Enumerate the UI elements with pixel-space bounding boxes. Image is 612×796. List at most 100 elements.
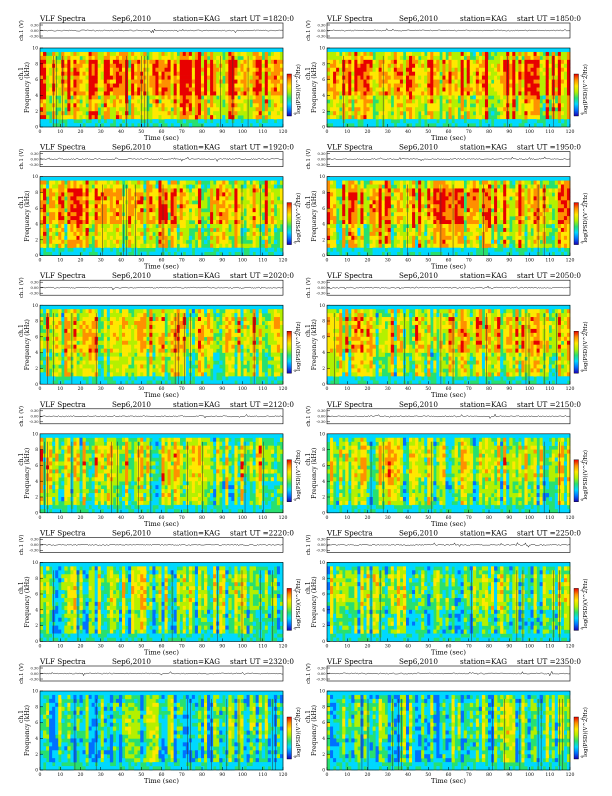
spectrogram-cell — [89, 52, 92, 56]
spectrogram-cell — [158, 181, 161, 185]
spectrogram-cell — [373, 123, 376, 127]
spectrogram-cell — [158, 177, 161, 181]
spectrogram-cell — [207, 48, 210, 52]
spectrogram-cell — [67, 64, 70, 68]
spectrogram-cell — [113, 84, 116, 88]
spectrogram-cell — [52, 224, 55, 228]
spectrogram-cell — [265, 76, 268, 80]
spectrogram-cell — [219, 224, 222, 228]
spectrogram-cell — [49, 204, 52, 208]
spectrogram-cell — [421, 115, 424, 119]
spectrogram-cell — [473, 48, 476, 52]
spectrogram-cell — [43, 68, 46, 72]
spectrogram-cell — [546, 52, 549, 56]
spectrogram-cell — [330, 212, 333, 216]
spectrogram-cell — [70, 200, 73, 204]
spectrogram-cell — [228, 60, 231, 64]
spectrogram-cell — [259, 72, 262, 76]
spectrogram-cell — [64, 228, 67, 232]
spectrogram-cell — [409, 228, 412, 232]
spectrogram-cell — [467, 56, 470, 60]
spectrogram-cell — [61, 208, 64, 212]
spectrogram-cell — [92, 48, 95, 52]
spectrogram-cell — [445, 48, 448, 52]
spectrogram-cell — [277, 212, 280, 216]
spectrogram-cell — [168, 204, 171, 208]
spectrogram-cell — [253, 68, 256, 72]
spectrogram-cell — [70, 52, 73, 56]
spectrogram-cell — [137, 236, 140, 240]
spectrogram-cell — [360, 56, 363, 60]
spectrogram-cell — [158, 236, 161, 240]
spectrogram-cell — [418, 52, 421, 56]
spectrogram-cell — [271, 123, 274, 127]
spectrogram-cell — [540, 88, 543, 92]
spectrogram-cell — [370, 64, 373, 68]
spectrogram-cell — [265, 52, 268, 56]
spectrogram-cell — [518, 91, 521, 95]
spectrogram-cell — [391, 196, 394, 200]
spectrogram-cell — [43, 60, 46, 64]
spectrogram-cell — [274, 52, 277, 56]
spectrogram-cell — [89, 99, 92, 103]
spectrogram-cell — [277, 99, 280, 103]
spectrogram-cell — [363, 177, 366, 181]
spectrogram-cell — [379, 192, 382, 196]
spectrogram-cell — [204, 204, 207, 208]
spectrogram-cell — [268, 48, 271, 52]
spectrogram-cell — [406, 68, 409, 72]
spectrogram-cell — [73, 181, 76, 185]
spectrogram-cell — [342, 232, 345, 236]
spectrogram-cell — [333, 177, 336, 181]
spectrogram-cell — [473, 76, 476, 80]
spectrogram-cell — [452, 72, 455, 76]
spectrogram-cell — [534, 48, 537, 52]
spectrogram-cell — [403, 236, 406, 240]
spectrogram-cell — [357, 177, 360, 181]
spectrogram-cell — [247, 177, 250, 181]
spectrogram-cell — [348, 52, 351, 56]
spectrogram-cell — [216, 56, 219, 60]
spectrogram-cell — [107, 196, 110, 200]
spectrogram-cell — [336, 60, 339, 64]
spectrogram-cell — [259, 52, 262, 56]
spectrogram-cell — [256, 181, 259, 185]
spectrogram-cell — [210, 188, 213, 192]
spectrogram-cell — [555, 60, 558, 64]
spectrogram-cell — [171, 248, 174, 252]
spectrogram-cell — [485, 88, 488, 92]
spectrogram-cell — [225, 52, 228, 56]
spectrogram-cell — [476, 80, 479, 84]
spectrogram-cell — [537, 80, 540, 84]
spectrogram-cell — [561, 95, 564, 99]
spectrogram-cell — [259, 64, 262, 68]
spectrogram-cell — [86, 56, 89, 60]
spectrogram-cell — [177, 196, 180, 200]
spectrogram-cell — [213, 212, 216, 216]
spectrogram-cell — [168, 188, 171, 192]
spectrogram-cell — [204, 232, 207, 236]
spectrogram-cell — [268, 64, 271, 68]
spectrogram-cell — [76, 48, 79, 52]
spectrogram-cell — [183, 115, 186, 119]
spectrogram-cell — [253, 107, 256, 111]
spectrogram-cell — [370, 88, 373, 92]
spectrogram-cell — [216, 196, 219, 200]
spectrogram-cell — [244, 111, 247, 115]
spectrogram-cell — [92, 119, 95, 123]
spectrogram-cell — [400, 115, 403, 119]
spectrogram-cell — [155, 177, 158, 181]
spectrogram-cell — [152, 236, 155, 240]
spectrogram-cell — [461, 123, 464, 127]
spectrogram-cell — [198, 200, 201, 204]
spectrogram-cell — [244, 192, 247, 196]
spectrogram-cell — [327, 76, 330, 80]
spectrogram-cell — [537, 60, 540, 64]
spectrogram-cell — [333, 68, 336, 72]
spectrogram-cell — [271, 107, 274, 111]
spectrogram-cell — [64, 103, 67, 107]
spectrogram-cell — [89, 111, 92, 115]
spectrogram-cell — [268, 76, 271, 80]
spectrogram-cell — [527, 68, 530, 72]
spectrogram-cell — [403, 200, 406, 204]
